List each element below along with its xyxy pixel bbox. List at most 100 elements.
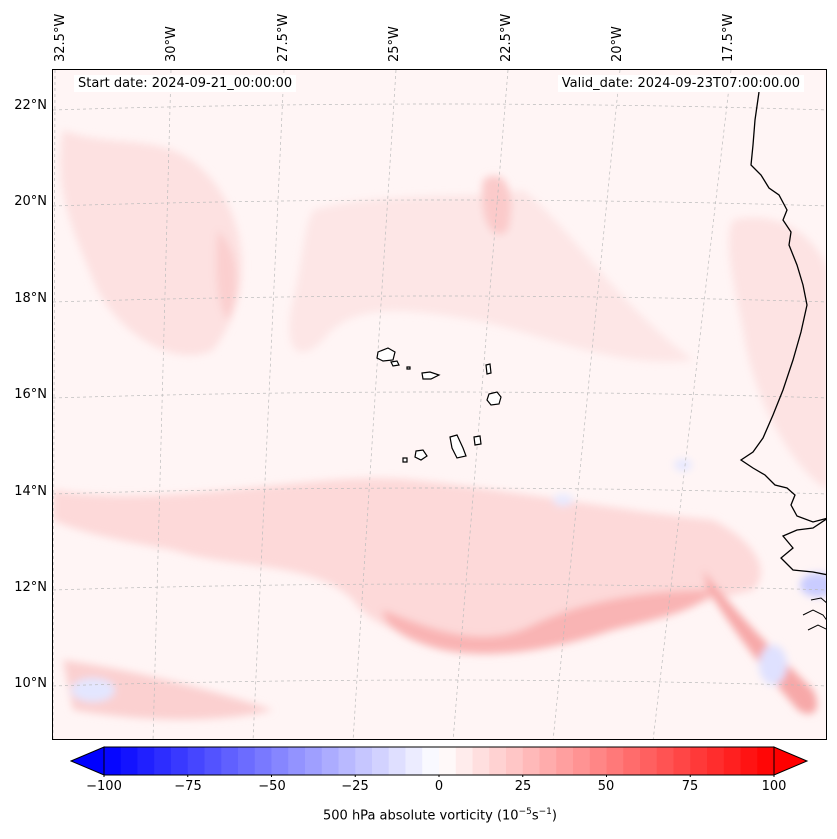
colorbar-segment — [238, 747, 256, 775]
lon-label-20w: 20°W — [610, 26, 625, 62]
negative-vorticity-east-mid — [674, 459, 692, 471]
vorticity-band-south — [53, 478, 761, 643]
gridline-lat-20n — [53, 199, 826, 207]
colorbar-segment — [355, 747, 373, 775]
lat-label-12n: 12°N — [14, 580, 47, 595]
colorbar-segment — [707, 747, 725, 775]
gridline-lon-17-5w — [652, 70, 732, 739]
gridline-lat-12n — [53, 583, 826, 591]
colorbar-segment — [740, 747, 758, 775]
gridline-lon-30w — [152, 70, 172, 739]
colorbar-segment — [305, 747, 323, 775]
colorbar-label-exp2: −1 — [538, 807, 552, 817]
colorbar-segment — [338, 747, 356, 775]
colorbar-segment — [472, 747, 490, 775]
vorticity-band-southwest — [63, 660, 273, 720]
island-santa-luzia — [406, 366, 411, 370]
colorbar-segment — [506, 747, 524, 775]
colorbar-tickmarks — [103, 775, 775, 777]
africa-coastline — [739, 91, 826, 523]
negative-vorticity-southwest — [71, 678, 115, 702]
colorbar-tick-neg25: −25 — [341, 779, 369, 794]
vorticity-diagonal-streak — [703, 570, 818, 714]
colorbar-segment — [589, 747, 607, 775]
gridline-lat-16n — [53, 391, 826, 399]
gridline-lat-18n — [53, 295, 826, 303]
colorbar-segment — [187, 747, 205, 775]
guinea-bissau-islands — [802, 597, 826, 631]
colorbar-segment — [388, 747, 406, 775]
colorbar-tick-100: 100 — [761, 779, 787, 794]
colorbar-segment — [640, 747, 658, 775]
valid-date-label: Valid_date: 2024-09-23T07:00:00.00 — [557, 75, 804, 92]
cabo-verde-islands — [376, 347, 502, 463]
gridline-lon-22-5w — [452, 70, 509, 739]
vorticity-maximum-band — [383, 590, 713, 654]
colorbar-tick-50: 50 — [597, 779, 615, 794]
lat-label-10n: 10°N — [14, 676, 47, 691]
negative-vorticity-center — [553, 494, 573, 506]
gridline-lat-22n — [53, 103, 826, 111]
colorbar-label-end: ) — [551, 808, 557, 824]
colorbar-segments — [104, 747, 775, 775]
lon-label-30w: 30°W — [164, 26, 179, 62]
lat-label-20n: 20°N — [14, 194, 47, 209]
colorbar — [70, 746, 809, 777]
colorbar-segment — [254, 747, 272, 775]
colorbar-tick-75: 75 — [681, 779, 699, 794]
lat-label-18n: 18°N — [14, 291, 47, 306]
start-date-label: Start date: 2024-09-21_00:00:00 — [74, 75, 297, 92]
colorbar-segment — [573, 747, 591, 775]
colorbar-segment — [321, 747, 339, 775]
colorbar-segment — [539, 747, 557, 775]
colorbar-segment — [104, 747, 122, 775]
lon-label-22-5w: 22.5°W — [499, 13, 514, 62]
vorticity-cell-north — [482, 175, 512, 235]
colorbar-segment — [673, 747, 691, 775]
lon-label-17-5w: 17.5°W — [721, 13, 736, 62]
island-brava — [402, 457, 408, 463]
negative-vorticity-southeast — [759, 645, 787, 685]
lon-label-32-5w: 32.5°W — [53, 13, 68, 62]
colorbar-tick-0: 0 — [434, 779, 444, 794]
lat-label-16n: 16°N — [14, 387, 47, 402]
colorbar-segment — [522, 747, 540, 775]
africa-coastline-south — [780, 518, 826, 576]
island-sao-nicolau — [421, 371, 441, 380]
map-panel[interactable] — [52, 69, 827, 740]
gridline-lat-14n — [53, 487, 826, 495]
colorbar-segment — [489, 747, 507, 775]
island-boa-vista — [486, 391, 502, 406]
colorbar-segment — [606, 747, 624, 775]
island-fogo — [414, 449, 428, 461]
colorbar-label-main: 500 hPa absolute vorticity (10 — [323, 808, 519, 824]
colorbar-tick-25: 25 — [514, 779, 532, 794]
island-sao-vicente — [390, 360, 400, 367]
island-santo-antao — [376, 347, 396, 362]
colorbar-segment — [690, 747, 708, 775]
colorbar-segment — [439, 747, 457, 775]
lon-label-27-5w: 27.5°W — [276, 13, 291, 62]
gridlines — [53, 70, 826, 739]
colorbar-segment — [372, 747, 390, 775]
colorbar-segment — [405, 747, 423, 775]
gridline-lon-25w — [352, 70, 397, 739]
vorticity-east-coast — [728, 217, 826, 489]
colorbar-segment — [221, 747, 239, 775]
colorbar-min-extension — [70, 746, 105, 776]
colorbar-segment — [455, 747, 473, 775]
lon-label-25w: 25°W — [387, 26, 402, 62]
colorbar-segment — [171, 747, 189, 775]
colorbar-segment — [723, 747, 741, 775]
colorbar-segment — [422, 747, 440, 775]
colorbar-segment — [757, 747, 775, 775]
colorbar-segment — [288, 747, 306, 775]
lat-label-22n: 22°N — [14, 98, 47, 113]
colorbar-segment — [120, 747, 138, 775]
gridline-lon-32-5w — [53, 70, 56, 739]
colorbar-segment — [137, 747, 155, 775]
colorbar-max-extension — [773, 746, 809, 776]
gridline-lon-20w — [552, 70, 621, 739]
vorticity-swath-nw-inner — [216, 230, 237, 320]
colorbar-label: 500 hPa absolute vorticity (10−5s−1) — [0, 807, 837, 823]
